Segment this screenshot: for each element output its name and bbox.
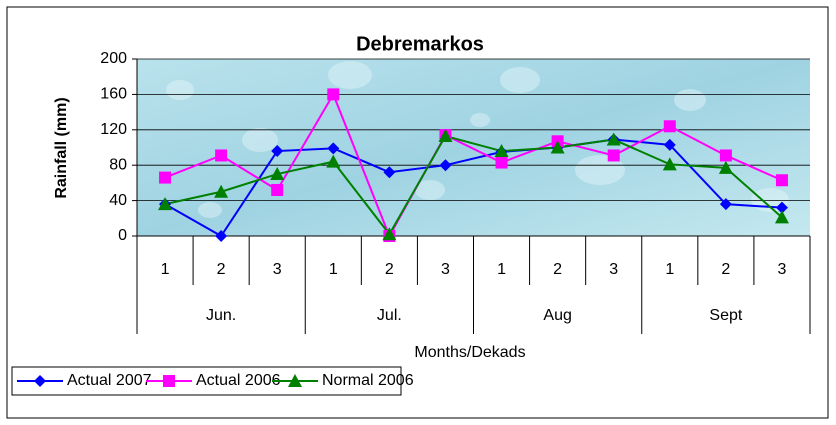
marker <box>327 142 340 155</box>
marker <box>550 140 565 154</box>
series-line <box>164 138 783 238</box>
y-tick-label: 80 <box>109 156 127 173</box>
group-label: Jul. <box>377 307 402 324</box>
legend <box>11 366 402 396</box>
marker <box>495 156 508 169</box>
y-tick-label: 0 <box>118 227 127 244</box>
marker <box>288 374 302 387</box>
x-tick-label: 3 <box>273 261 282 278</box>
y-tick-label: 160 <box>100 86 127 103</box>
group-label: Jun. <box>206 307 236 324</box>
water-drops <box>166 61 789 218</box>
marker <box>662 157 677 171</box>
marker <box>494 144 509 158</box>
x-tick-label: 3 <box>609 261 618 278</box>
marker <box>719 198 732 211</box>
marker <box>718 160 733 174</box>
marker <box>271 183 284 196</box>
chart-title: Debremarkos <box>356 33 484 55</box>
y-tick-label: 200 <box>100 50 127 67</box>
marker <box>382 227 397 241</box>
series-line <box>164 92 783 239</box>
marker <box>775 201 788 214</box>
series-line <box>164 134 783 237</box>
marker <box>163 375 175 387</box>
x-tick-label: 3 <box>441 261 450 278</box>
marker <box>158 197 173 211</box>
marker <box>159 171 172 184</box>
marker <box>215 230 228 242</box>
x-tick-label: 2 <box>553 261 562 278</box>
legend-label: Normal 2006 <box>322 372 414 389</box>
x-tick-label: 2 <box>385 261 394 278</box>
plot-area <box>137 59 810 236</box>
group-label: Sept <box>709 307 742 324</box>
x-tick-label: 1 <box>497 261 506 278</box>
marker <box>607 149 620 162</box>
marker <box>383 166 396 179</box>
y-axis-label: Rainfall (mm) <box>53 97 70 198</box>
marker <box>327 88 340 101</box>
marker <box>439 159 452 172</box>
marker <box>438 128 453 142</box>
x-tick-label: 2 <box>217 261 226 278</box>
marker <box>775 174 788 187</box>
marker <box>774 210 789 224</box>
x-axis-label: Months/Dekads <box>414 344 525 361</box>
marker <box>663 138 676 151</box>
x-tick-label: 1 <box>329 261 338 278</box>
marker <box>215 149 228 162</box>
marker <box>34 375 46 387</box>
legend-label: Actual 2007 <box>67 372 152 389</box>
group-label: Aug <box>543 307 571 324</box>
marker <box>326 154 341 168</box>
marker <box>271 145 284 158</box>
x-tick-label: 3 <box>778 261 787 278</box>
marker <box>719 149 732 162</box>
x-tick-label: 2 <box>721 261 730 278</box>
marker <box>663 120 676 133</box>
legend-label: Actual 2006 <box>196 372 281 389</box>
y-tick-label: 120 <box>100 121 127 138</box>
marker <box>606 132 621 146</box>
y-tick-label: 40 <box>109 192 127 209</box>
marker <box>214 184 229 198</box>
x-tick-label: 1 <box>665 261 674 278</box>
marker <box>270 167 285 181</box>
x-tick-label: 1 <box>161 261 170 278</box>
